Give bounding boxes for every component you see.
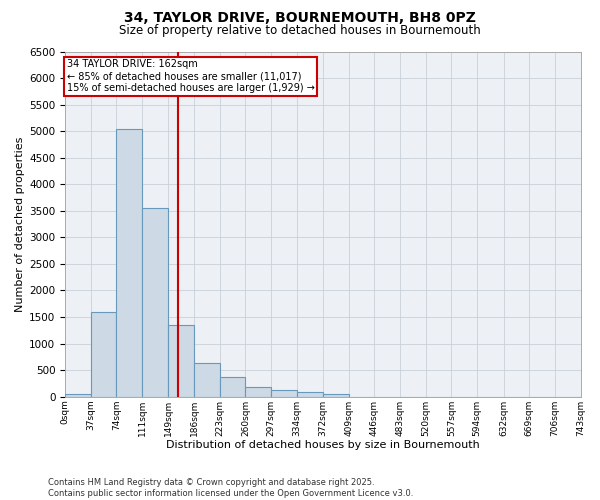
Text: 34, TAYLOR DRIVE, BOURNEMOUTH, BH8 0PZ: 34, TAYLOR DRIVE, BOURNEMOUTH, BH8 0PZ <box>124 11 476 25</box>
Text: 34 TAYLOR DRIVE: 162sqm
← 85% of detached houses are smaller (11,017)
15% of sem: 34 TAYLOR DRIVE: 162sqm ← 85% of detache… <box>67 60 314 92</box>
Text: Size of property relative to detached houses in Bournemouth: Size of property relative to detached ho… <box>119 24 481 37</box>
Bar <box>194 363 220 396</box>
Bar <box>323 394 349 396</box>
Bar <box>116 128 142 396</box>
Bar <box>245 387 271 396</box>
Bar <box>65 394 91 396</box>
Bar <box>297 392 323 396</box>
Y-axis label: Number of detached properties: Number of detached properties <box>15 136 25 312</box>
X-axis label: Distribution of detached houses by size in Bournemouth: Distribution of detached houses by size … <box>166 440 479 450</box>
Bar <box>271 390 297 396</box>
Bar <box>142 208 169 396</box>
Text: Contains HM Land Registry data © Crown copyright and database right 2025.
Contai: Contains HM Land Registry data © Crown c… <box>48 478 413 498</box>
Bar <box>169 325 194 396</box>
Bar <box>91 312 116 396</box>
Bar <box>220 377 245 396</box>
